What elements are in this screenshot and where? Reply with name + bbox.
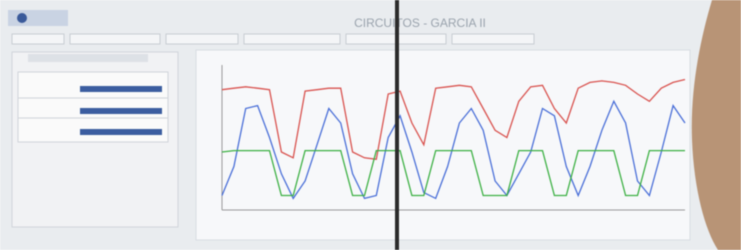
tab[interactable]: [452, 34, 534, 44]
tab[interactable]: [166, 34, 238, 44]
tab[interactable]: [244, 34, 340, 44]
tabs: [12, 34, 534, 44]
tab[interactable]: [70, 34, 160, 44]
status-pill: [80, 86, 162, 92]
chart-panel: [196, 50, 690, 240]
side-panel: [12, 52, 178, 227]
status-pill: [80, 129, 162, 135]
logo-mark: [17, 13, 27, 23]
status-pill: [80, 108, 162, 114]
frame-edge: [395, 0, 399, 250]
panel-header: [28, 54, 148, 62]
page-title: CIRCUITOS - GARCIA II: [354, 16, 486, 30]
screen-photo: CIRCUITOS - GARCIA II: [0, 0, 741, 250]
tab[interactable]: [12, 34, 64, 44]
